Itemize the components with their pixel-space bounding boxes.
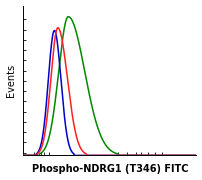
X-axis label: Phospho-NDRG1 (T346) FITC: Phospho-NDRG1 (T346) FITC (32, 165, 188, 174)
Y-axis label: Events: Events (6, 64, 16, 97)
